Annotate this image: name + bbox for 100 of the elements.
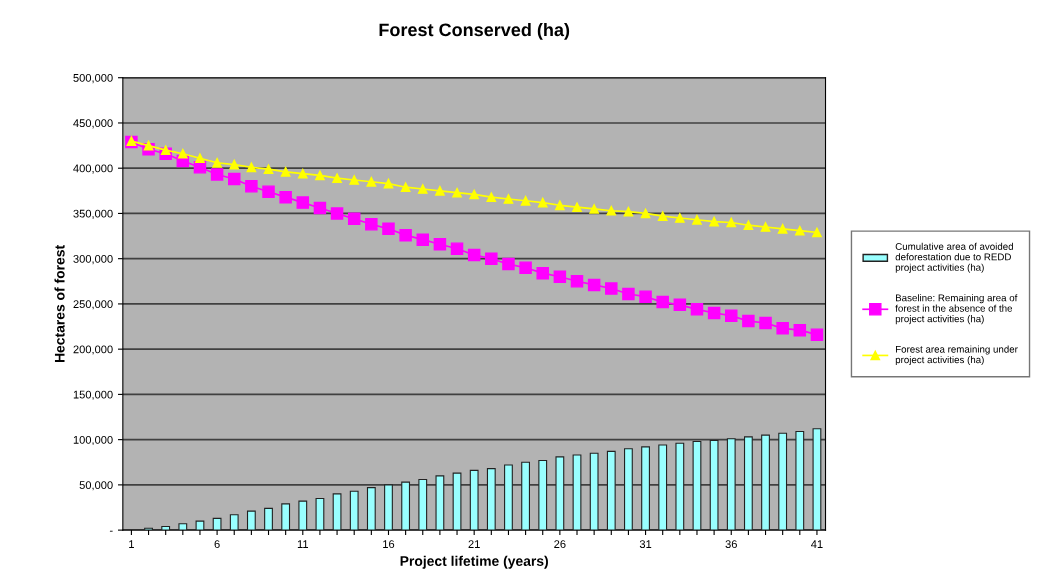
x-tick-label: 41 <box>811 540 823 548</box>
point <box>709 216 719 227</box>
legend-label: Baseline: Remaining area of forest in the absence of the project activities (ha) <box>895 294 1018 325</box>
x-tick-label: 1 <box>129 540 134 548</box>
point <box>502 257 515 271</box>
bar <box>641 446 650 531</box>
point <box>812 227 822 238</box>
point <box>692 214 702 225</box>
y-tick-label: 150,000 <box>73 390 113 400</box>
point <box>640 208 651 219</box>
y-tick-label: 400,000 <box>73 164 113 174</box>
bar <box>795 430 805 531</box>
bar <box>349 490 359 531</box>
point <box>673 298 687 312</box>
point <box>433 237 447 251</box>
point <box>503 194 514 204</box>
point <box>297 168 308 179</box>
x-tick-label: 6 <box>214 540 220 548</box>
x-tick-label: 36 <box>725 540 737 548</box>
x-tick-label: 31 <box>639 540 652 548</box>
point <box>227 172 241 186</box>
bar <box>469 469 479 531</box>
point <box>452 187 462 198</box>
point <box>229 159 240 170</box>
point <box>382 222 395 236</box>
point <box>572 202 582 212</box>
point <box>656 295 669 309</box>
bar <box>332 493 342 531</box>
bar <box>761 434 770 531</box>
point <box>263 164 274 174</box>
bar <box>709 439 719 531</box>
point <box>674 213 685 223</box>
point <box>589 204 600 214</box>
point <box>195 153 205 164</box>
point <box>553 270 567 284</box>
point <box>742 314 755 328</box>
point <box>707 306 721 320</box>
point <box>743 220 754 231</box>
bar <box>521 461 531 531</box>
point <box>537 197 548 208</box>
x-tick-label: 26 <box>554 540 566 548</box>
point <box>555 200 565 211</box>
chart-title: Forest Conserved (ha) <box>379 22 570 40</box>
bar <box>161 525 171 531</box>
point <box>366 176 377 187</box>
point <box>417 184 428 194</box>
bar <box>726 438 736 531</box>
point <box>399 228 412 242</box>
point <box>605 282 618 295</box>
bar <box>229 514 239 531</box>
point <box>777 223 788 234</box>
bar <box>384 484 393 531</box>
point <box>296 196 310 209</box>
point <box>467 248 481 262</box>
bar <box>555 456 565 531</box>
point <box>623 206 634 217</box>
bar <box>675 442 685 531</box>
bar <box>401 481 411 531</box>
point <box>279 190 292 204</box>
x-tick-label: 11 <box>297 540 309 548</box>
point <box>793 323 807 337</box>
bar <box>486 468 496 531</box>
point <box>143 140 154 151</box>
bar <box>418 478 428 531</box>
bar <box>658 444 668 531</box>
point <box>400 182 411 193</box>
point <box>383 178 394 189</box>
y-axis-title: Hectares of forest <box>54 245 65 363</box>
bar <box>178 523 188 531</box>
bar <box>281 503 291 531</box>
point <box>330 207 344 220</box>
point <box>759 316 772 330</box>
bar <box>624 448 633 531</box>
point <box>469 189 480 200</box>
x-tick-label: 16 <box>383 540 395 548</box>
y-tick-label: 350,000 <box>73 209 113 219</box>
point <box>245 180 258 193</box>
point <box>177 148 188 159</box>
y-tick-label: 450,000 <box>73 119 113 129</box>
bar <box>692 440 702 531</box>
point <box>639 290 652 303</box>
point <box>520 195 531 206</box>
point <box>587 278 601 292</box>
point <box>212 157 222 168</box>
point <box>347 212 361 226</box>
bar <box>589 452 599 531</box>
point <box>486 192 497 203</box>
bar <box>504 464 513 531</box>
y-tick-label: 250,000 <box>73 300 113 310</box>
bar <box>743 436 753 531</box>
bar <box>452 472 462 531</box>
point <box>794 225 805 236</box>
point <box>313 201 327 215</box>
legend-label: Forest area remaining under project activities (ha) <box>895 345 1018 366</box>
bar <box>366 487 376 531</box>
point <box>450 242 464 255</box>
point <box>246 162 257 173</box>
point <box>570 275 584 288</box>
point <box>262 185 275 198</box>
x-axis-title: Project lifetime (years) <box>400 555 548 569</box>
